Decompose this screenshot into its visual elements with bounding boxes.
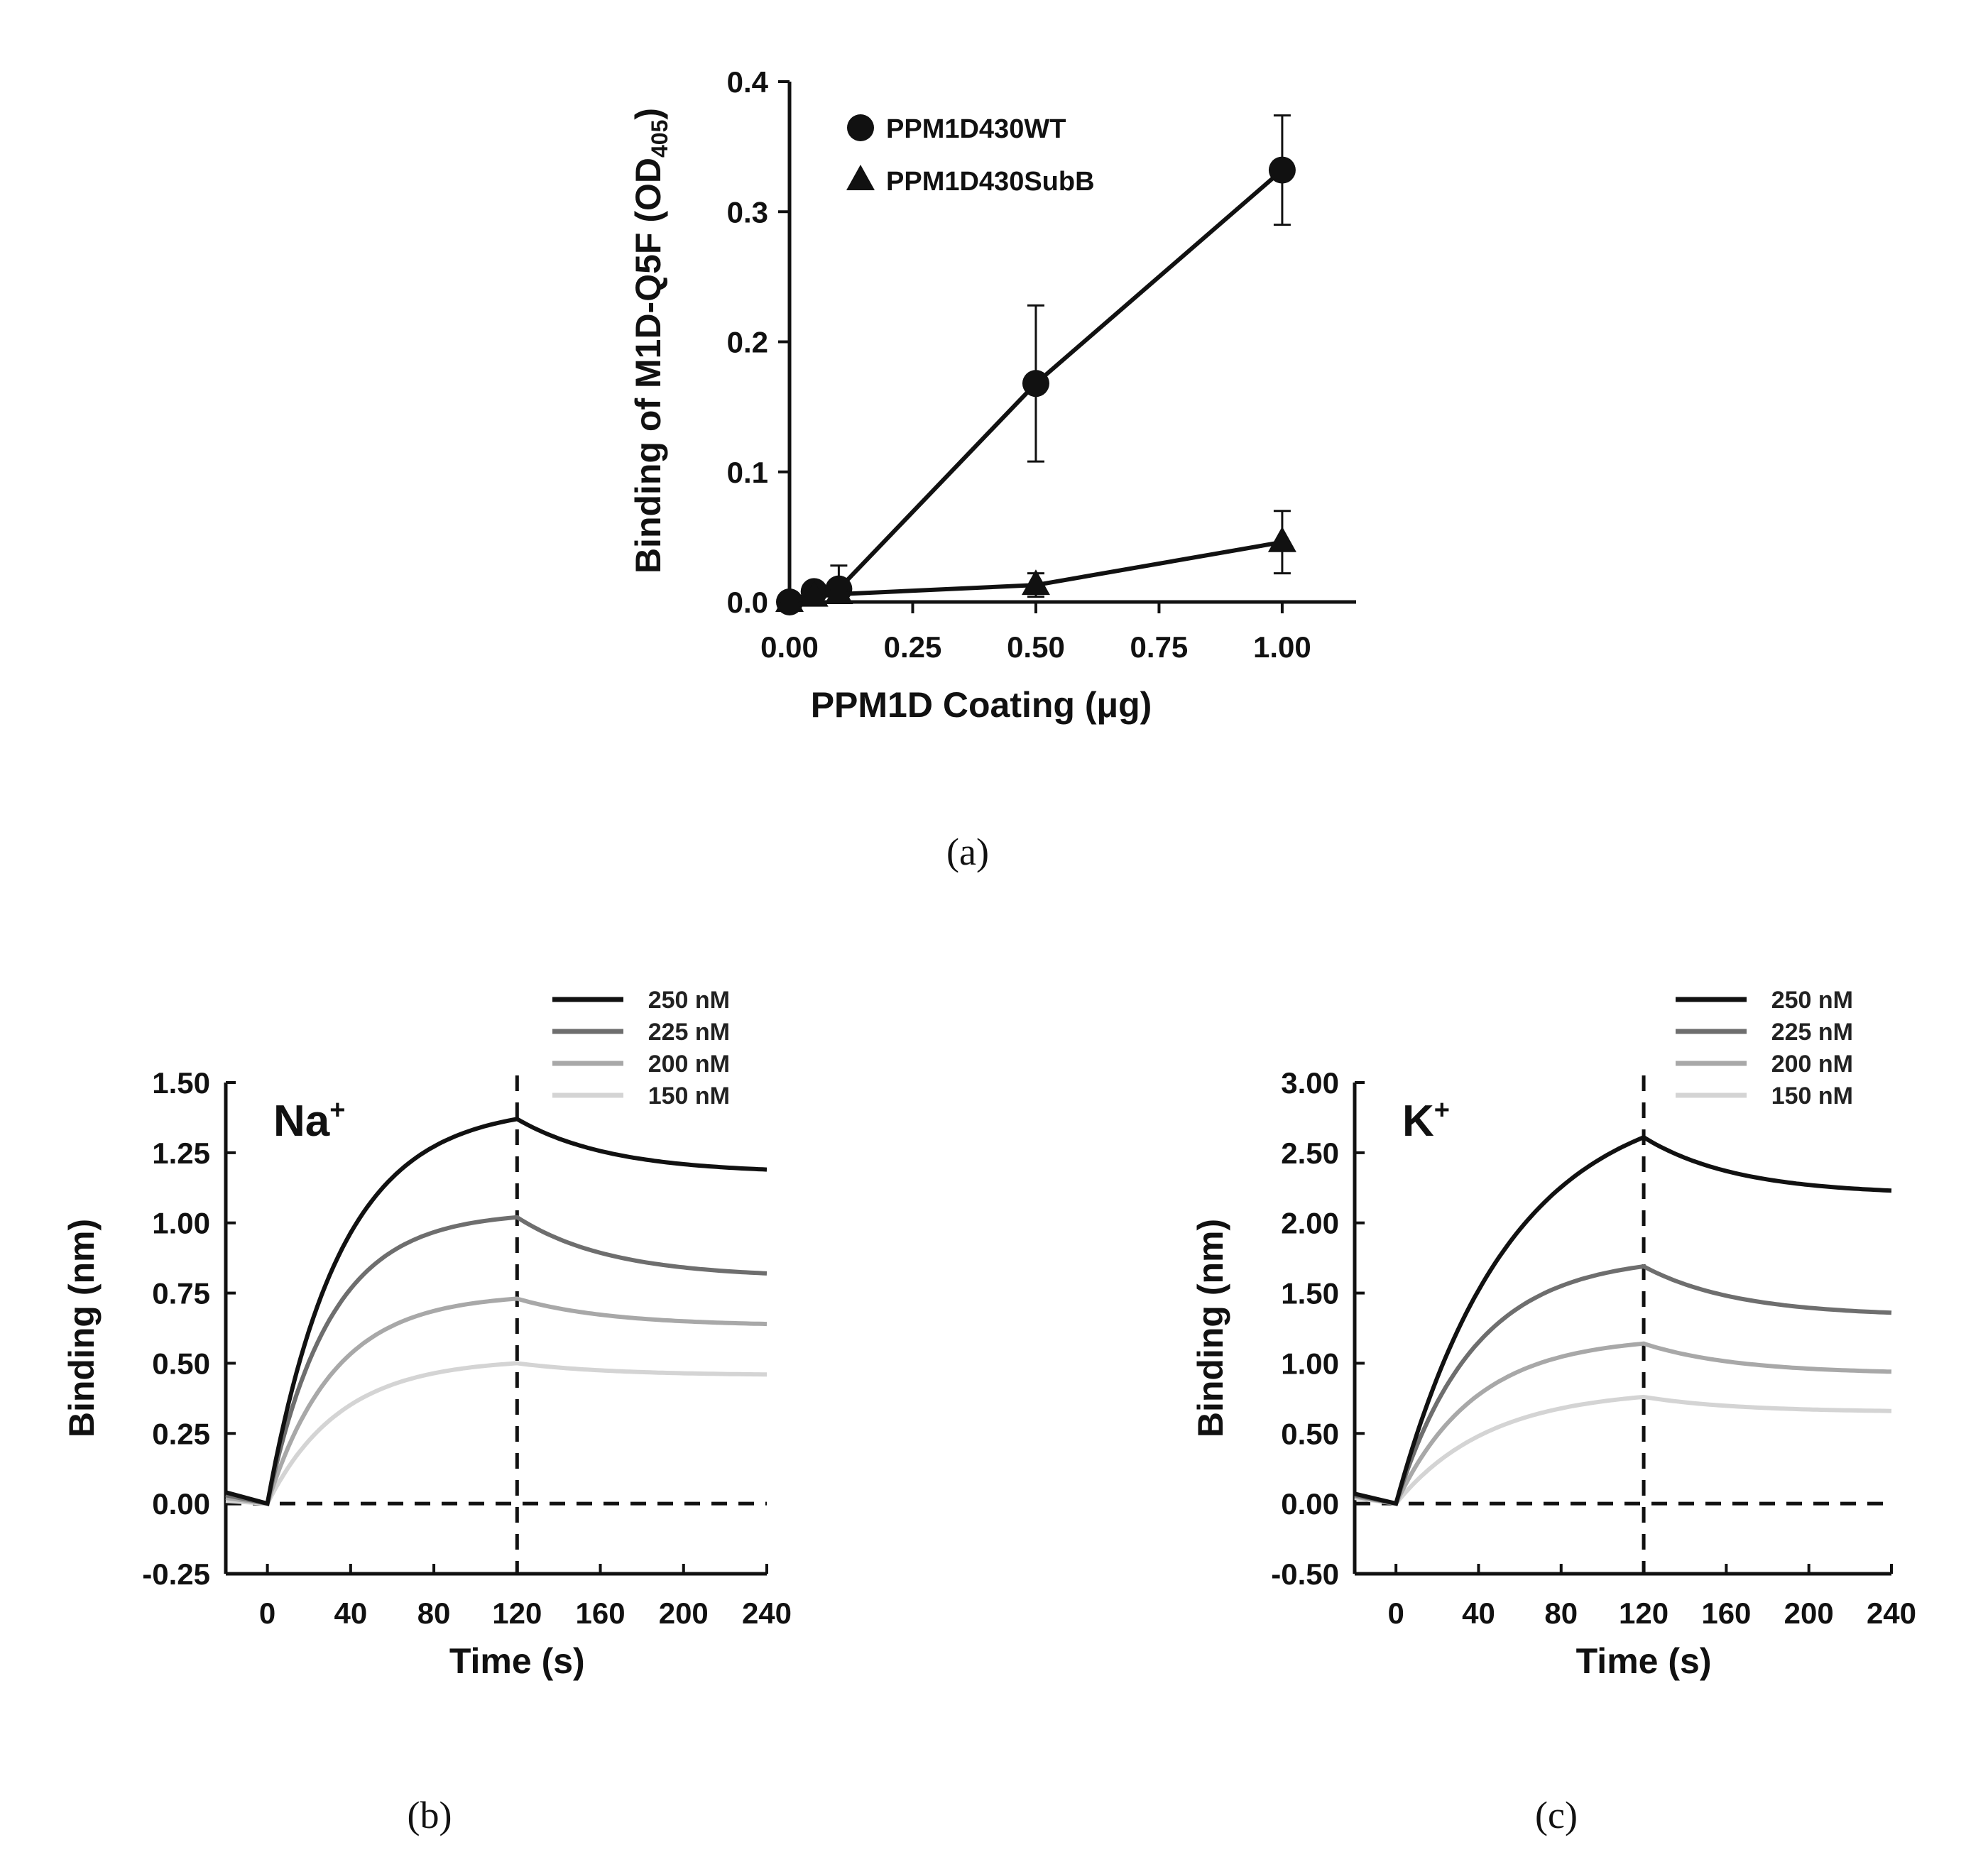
panel-label: (b) (408, 1794, 452, 1836)
ion-charge: + (329, 1095, 345, 1125)
legend-label: PPM1D430SubB (886, 167, 1095, 197)
y-tick-label: 0.0 (727, 586, 768, 619)
x-tick-label: 200 (659, 1596, 709, 1630)
data-point-triangle (799, 581, 829, 607)
y-axis-title: Binding (nm) (1191, 1219, 1230, 1437)
y-tick-label: 0.25 (152, 1417, 210, 1450)
x-tick-label: 40 (334, 1596, 367, 1630)
panel-b: 0 40 80 120 160 200 240 -0.25 0.00 0.25 0.50 0.75 1.… (62, 987, 792, 1836)
data-point-triangle (1267, 526, 1296, 552)
y-axis-title-main: Binding of M1D-Q5F (OD (628, 158, 668, 574)
y-tick-label: 3.00 (1281, 1066, 1339, 1100)
ion-symbol: Na (273, 1097, 330, 1146)
legend-marker-circle (847, 114, 874, 141)
y-tick-label: -0.25 (142, 1557, 210, 1591)
legend-label: 150 nM (648, 1083, 730, 1110)
x-tick-label: 40 (1462, 1596, 1495, 1630)
y-axis-title-close: ) (628, 108, 668, 120)
legend-label: 150 nM (1771, 1083, 1853, 1110)
panel-c: 0 40 80 120 160 200 240 -0.50 0.00 0.50 1.00 1.50 2.… (1191, 987, 1916, 1836)
x-tick-label: 0.50 (1007, 630, 1065, 664)
series-curve-2 (225, 1296, 768, 1506)
y-tick-label: 0.00 (1281, 1487, 1339, 1521)
data-point-triangle (824, 579, 853, 605)
x-tick-label: 1.00 (1253, 630, 1311, 664)
series-curve-1 (225, 1215, 768, 1506)
panel-label: (a) (946, 831, 989, 873)
x-tick-label: 240 (1867, 1596, 1916, 1630)
y-tick-label: 0.4 (727, 65, 769, 99)
series-curve-0 (225, 1117, 768, 1506)
legend-label: 225 nM (648, 1019, 730, 1046)
y-tick-label: 0.50 (1281, 1417, 1339, 1450)
x-tick-label: 0 (1387, 1596, 1404, 1630)
ion-annotation: Na+ (273, 1095, 345, 1146)
y-tick-label: 0.75 (152, 1277, 210, 1310)
series-curve-1 (1354, 1264, 1892, 1506)
y-tick-label: 2.50 (1281, 1136, 1339, 1170)
x-tick-label: 200 (1784, 1596, 1834, 1630)
x-tick-label: 240 (742, 1596, 792, 1630)
x-tick-label: 120 (492, 1596, 542, 1630)
legend-label: 225 nM (1771, 1019, 1853, 1046)
y-tick-label: -0.50 (1271, 1557, 1339, 1591)
legend-label: 250 nM (1771, 987, 1853, 1014)
x-axis-title: Time (s) (1576, 1641, 1712, 1681)
series-curve-3 (225, 1361, 767, 1506)
y-tick-label: 0.3 (727, 195, 768, 229)
y-tick-label: 0.00 (152, 1487, 210, 1521)
x-tick-label: 80 (417, 1596, 451, 1630)
panel-label: (c) (1535, 1794, 1578, 1836)
y-tick-label: 1.50 (152, 1066, 210, 1100)
legend-label: 200 nM (1771, 1051, 1853, 1078)
series-curve-0 (1354, 1134, 1892, 1506)
y-tick-label: 1.00 (152, 1207, 210, 1240)
ion-symbol: K (1402, 1097, 1434, 1146)
legend-label: 250 nM (648, 987, 730, 1014)
x-tick-label: 80 (1544, 1596, 1578, 1630)
x-tick-label: 160 (1701, 1596, 1751, 1630)
data-point-triangle (1021, 569, 1050, 596)
x-tick-label: 0 (259, 1596, 275, 1630)
y-tick-label: 1.25 (152, 1136, 210, 1170)
series-curve-3 (1354, 1394, 1892, 1506)
y-tick-label: 0.50 (152, 1347, 210, 1380)
x-axis-title: Time (s) (449, 1641, 585, 1681)
y-tick-label: 1.50 (1281, 1277, 1339, 1310)
y-tick-label: 0.2 (727, 326, 768, 359)
y-tick-label: 1.00 (1281, 1347, 1339, 1380)
y-axis-title: Binding of M1D-Q5F (OD405) (628, 108, 672, 574)
y-tick-label: 2.00 (1281, 1207, 1339, 1240)
x-tick-label: 0.75 (1130, 630, 1189, 664)
panel-a: 0.00 0.25 0.50 0.75 1.00 0.0 0.1 0.2 0.3 0.4 PPM1D… (628, 65, 1356, 873)
x-tick-label: 120 (1619, 1596, 1668, 1630)
x-tick-label: 0.25 (884, 630, 942, 664)
x-tick-label: 160 (575, 1596, 625, 1630)
legend-label: PPM1D430WT (886, 114, 1066, 144)
ion-charge: + (1434, 1095, 1450, 1125)
x-tick-label: 0.00 (760, 630, 819, 664)
legend-marker-triangle (846, 165, 875, 190)
data-point-circle (1022, 370, 1049, 398)
data-point-circle (1268, 156, 1296, 184)
ion-annotation: K+ (1402, 1095, 1450, 1146)
data-point-triangle (775, 586, 804, 612)
y-axis-title-subscript: 405 (647, 120, 672, 158)
series-curve-2 (1354, 1341, 1892, 1506)
y-axis-title: Binding (nm) (62, 1219, 102, 1437)
legend-label: 200 nM (648, 1051, 730, 1078)
x-axis-title: PPM1D Coating (μg) (811, 685, 1152, 725)
y-tick-label: 0.1 (727, 456, 768, 489)
